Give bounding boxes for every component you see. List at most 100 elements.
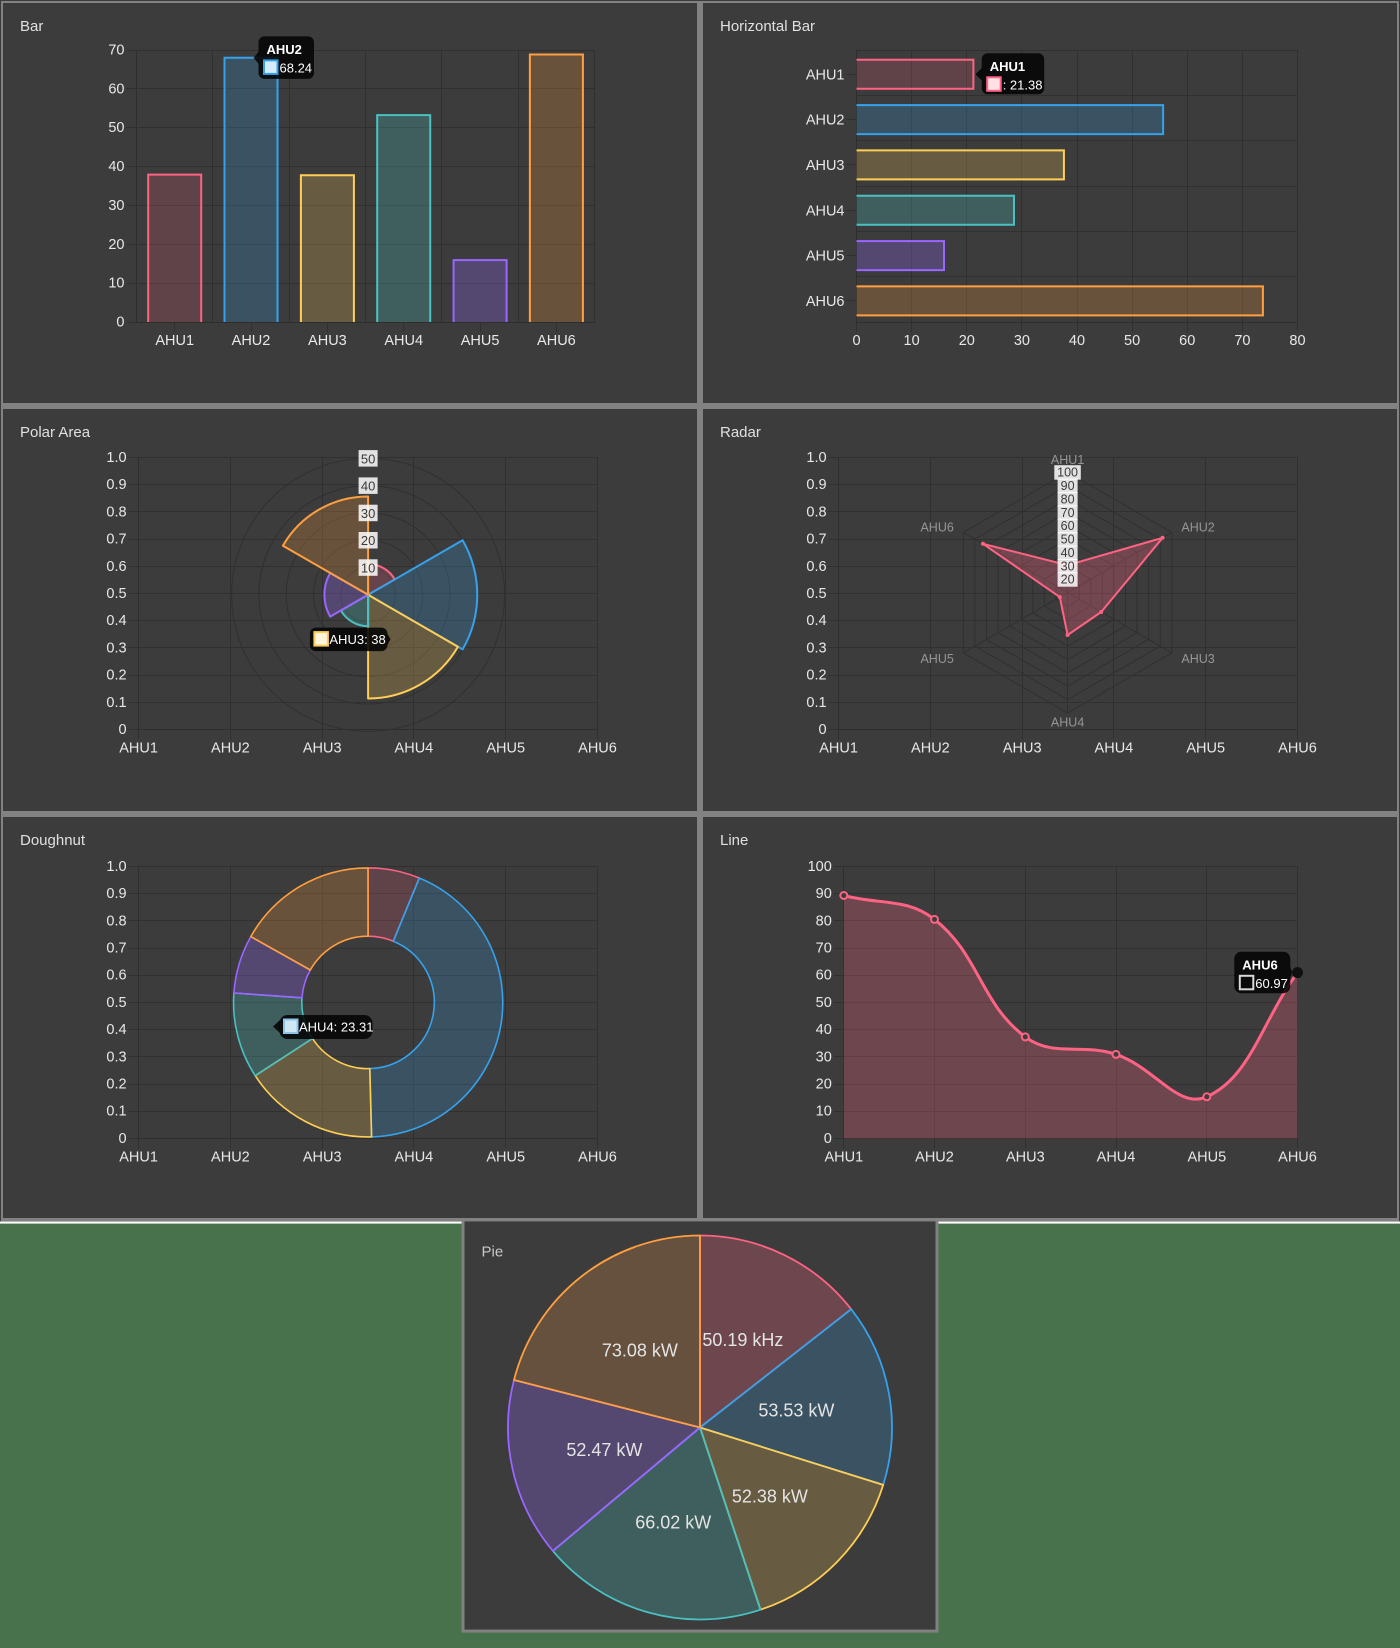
svg-text:0.5: 0.5: [106, 995, 126, 1011]
svg-text:AHU2: AHU2: [211, 1150, 250, 1166]
svg-text:0.8: 0.8: [806, 504, 826, 520]
svg-text:AHU3: 38: AHU3: 38: [329, 632, 385, 647]
svg-text:AHU3: AHU3: [1003, 741, 1042, 757]
svg-text:80: 80: [816, 913, 832, 929]
svg-text:0: 0: [116, 315, 124, 331]
svg-text:0: 0: [119, 722, 127, 738]
svg-text:0.1: 0.1: [106, 1104, 126, 1120]
svg-text:AHU3: AHU3: [303, 1150, 342, 1166]
svg-text:AHU6: AHU6: [1278, 741, 1317, 757]
svg-text:AHU5: AHU5: [1186, 741, 1225, 757]
svg-text:AHU1: AHU1: [990, 59, 1025, 74]
svg-text:40: 40: [361, 479, 375, 494]
svg-text:: 21.38: : 21.38: [1003, 77, 1043, 92]
svg-text:0.9: 0.9: [106, 477, 126, 493]
svg-text:0.4: 0.4: [806, 613, 826, 629]
svg-text:0.6: 0.6: [106, 559, 126, 575]
svg-text:AHU4: AHU4: [1095, 741, 1134, 757]
svg-text:0.3: 0.3: [106, 640, 126, 656]
svg-text:52.38 kW: 52.38 kW: [732, 1487, 808, 1507]
svg-text:50: 50: [816, 995, 832, 1011]
svg-text:53.53 kW: 53.53 kW: [758, 1401, 834, 1421]
svg-text:90: 90: [1061, 479, 1075, 493]
svg-text:Line: Line: [720, 832, 748, 849]
svg-text:50: 50: [361, 451, 375, 466]
svg-text:30: 30: [361, 506, 375, 521]
svg-text:50.19 kHz: 50.19 kHz: [702, 1330, 783, 1350]
svg-text:0: 0: [819, 722, 827, 738]
svg-text:AHU3: AHU3: [806, 158, 845, 174]
svg-text:AHU4: AHU4: [806, 203, 845, 219]
svg-text:80: 80: [1061, 493, 1075, 507]
svg-text:AHU3: AHU3: [1181, 652, 1214, 666]
svg-text:10: 10: [816, 1104, 832, 1120]
svg-text:AHU4: 23.31: AHU4: 23.31: [299, 1020, 373, 1035]
svg-text:0.4: 0.4: [106, 613, 126, 629]
svg-text:AHU6: AHU6: [537, 333, 576, 349]
svg-text:AHU1: AHU1: [119, 741, 158, 757]
svg-text:Bar: Bar: [20, 18, 43, 35]
svg-text:10: 10: [361, 561, 375, 576]
svg-text:0.6: 0.6: [806, 559, 826, 575]
svg-text:0.7: 0.7: [106, 532, 126, 548]
svg-text:70: 70: [1234, 333, 1250, 349]
svg-text:1.0: 1.0: [106, 450, 126, 466]
svg-text:AHU1: AHU1: [119, 1150, 158, 1166]
svg-text:0: 0: [119, 1131, 127, 1147]
svg-text:AHU3: AHU3: [308, 333, 347, 349]
svg-text:60: 60: [108, 81, 124, 97]
svg-text:AHU1: AHU1: [824, 1150, 863, 1166]
svg-text:0.9: 0.9: [106, 886, 126, 902]
svg-text:AHU1: AHU1: [155, 333, 194, 349]
svg-text:66.02 kW: 66.02 kW: [635, 1512, 711, 1532]
svg-text:0.3: 0.3: [106, 1049, 126, 1065]
svg-text:60: 60: [1061, 519, 1075, 533]
svg-text:AHU2: AHU2: [1181, 520, 1214, 534]
svg-text:AHU3: AHU3: [1006, 1150, 1045, 1166]
svg-text:AHU6: AHU6: [1242, 957, 1277, 972]
svg-text:AHU1: AHU1: [1051, 453, 1084, 467]
svg-text:20: 20: [361, 533, 375, 548]
svg-text:1.0: 1.0: [106, 859, 126, 875]
svg-text:90: 90: [816, 886, 832, 902]
svg-text:AHU5: AHU5: [486, 1150, 525, 1166]
svg-text:1.0: 1.0: [806, 450, 826, 466]
svg-text:AHU2: AHU2: [232, 333, 271, 349]
svg-text:0.8: 0.8: [106, 913, 126, 929]
svg-text:0.7: 0.7: [106, 941, 126, 957]
svg-text:0.4: 0.4: [106, 1022, 126, 1038]
svg-text:0.2: 0.2: [106, 1077, 126, 1093]
svg-text:Pie: Pie: [482, 1243, 504, 1260]
svg-text:AHU5: AHU5: [1187, 1150, 1226, 1166]
svg-text:70: 70: [816, 941, 832, 957]
svg-text:AHU5: AHU5: [806, 249, 845, 265]
svg-text:40: 40: [1069, 333, 1085, 349]
svg-text:30: 30: [816, 1049, 832, 1065]
svg-text:20: 20: [959, 333, 975, 349]
svg-text:80: 80: [1289, 333, 1305, 349]
svg-text:70: 70: [108, 43, 124, 59]
svg-text:20: 20: [108, 237, 124, 253]
svg-text:10: 10: [904, 333, 920, 349]
svg-text:Polar Area: Polar Area: [20, 424, 91, 441]
svg-text:70: 70: [1061, 506, 1075, 520]
svg-text:Doughnut: Doughnut: [20, 832, 86, 849]
svg-text:0.7: 0.7: [806, 532, 826, 548]
svg-text:100: 100: [1057, 466, 1078, 480]
svg-text:AHU4: AHU4: [1051, 716, 1084, 730]
svg-text:60: 60: [816, 968, 832, 984]
svg-text:50: 50: [108, 120, 124, 136]
svg-text:10: 10: [108, 276, 124, 292]
svg-text:30: 30: [1014, 333, 1030, 349]
svg-text:60: 60: [1179, 333, 1195, 349]
svg-text:AHU1: AHU1: [819, 741, 858, 757]
svg-text:0.5: 0.5: [106, 586, 126, 602]
svg-text:AHU6: AHU6: [578, 1150, 617, 1166]
svg-text:20: 20: [1061, 573, 1075, 587]
svg-text:AHU4: AHU4: [384, 333, 423, 349]
svg-text:68.24: 68.24: [280, 60, 313, 75]
svg-text:AHU2: AHU2: [915, 1150, 954, 1166]
svg-text:30: 30: [1061, 559, 1075, 573]
svg-text:73.08 kW: 73.08 kW: [602, 1341, 678, 1361]
svg-text:40: 40: [816, 1022, 832, 1038]
